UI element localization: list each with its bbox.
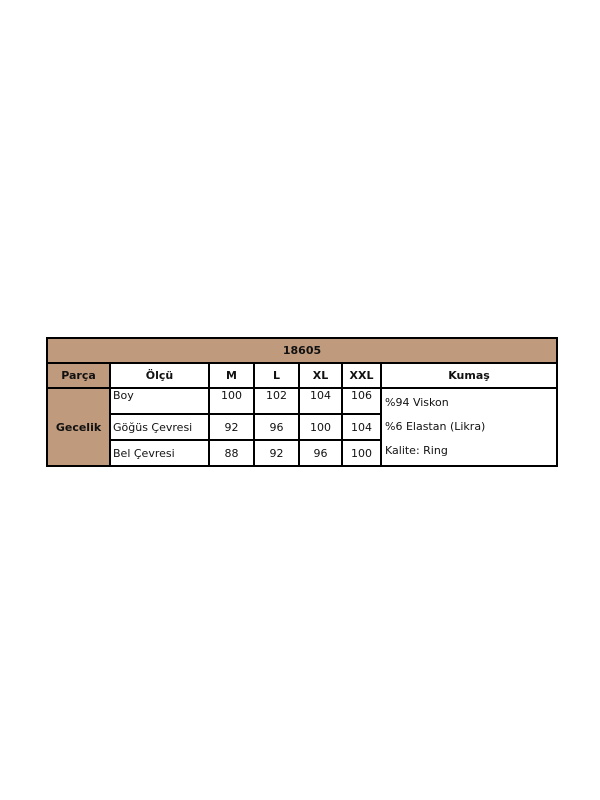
fabric-line: %94 Viskon	[385, 396, 449, 409]
header-l: L	[253, 362, 300, 389]
value-cell: 92	[253, 439, 300, 467]
fabric-cell: %94 Viskon %6 Elastan (Likra) Kalite: Ri…	[379, 387, 559, 467]
value-cell: 104	[298, 387, 343, 415]
value-cell: 106	[341, 387, 382, 415]
size-chart-table: 18605 Parça Ölçü M L XL XXL Kumaş Geceli…	[45, 337, 559, 467]
header-xl: XL	[298, 362, 343, 389]
value-cell: 100	[208, 387, 255, 415]
value-cell: 96	[253, 413, 300, 441]
header-part: Parça	[46, 362, 111, 389]
header-measure: Ölçü	[109, 362, 210, 389]
value-cell: 104	[341, 413, 382, 441]
measure-cell: Göğüs Çevresi	[109, 413, 210, 441]
part-cell: Gecelik	[46, 387, 111, 467]
header-m: M	[208, 362, 255, 389]
value-cell: 100	[341, 439, 382, 467]
value-cell: 100	[298, 413, 343, 441]
table-row: Gecelik Boy 100 102 104 106 %94 Viskon %…	[46, 387, 559, 467]
fabric-line: Kalite: Ring	[385, 444, 448, 457]
header-fabric: Kumaş	[379, 362, 559, 389]
header-row: Parça Ölçü M L XL XXL Kumaş	[46, 362, 559, 389]
table-title: 18605	[45, 337, 559, 364]
measure-cell: Boy	[109, 387, 210, 415]
value-cell: 96	[298, 439, 343, 467]
header-xxl: XXL	[341, 362, 382, 389]
value-cell: 102	[253, 387, 300, 415]
table-row: Göğüs Çevresi 92 96 100 104	[47, 413, 557, 441]
measure-cell: Bel Çevresi	[109, 439, 210, 467]
table-row: Bel Çevresi 88 92 96 100	[47, 439, 557, 467]
fabric-line: %6 Elastan (Likra)	[385, 420, 486, 433]
value-cell: 88	[208, 439, 255, 467]
value-cell: 92	[208, 413, 255, 441]
